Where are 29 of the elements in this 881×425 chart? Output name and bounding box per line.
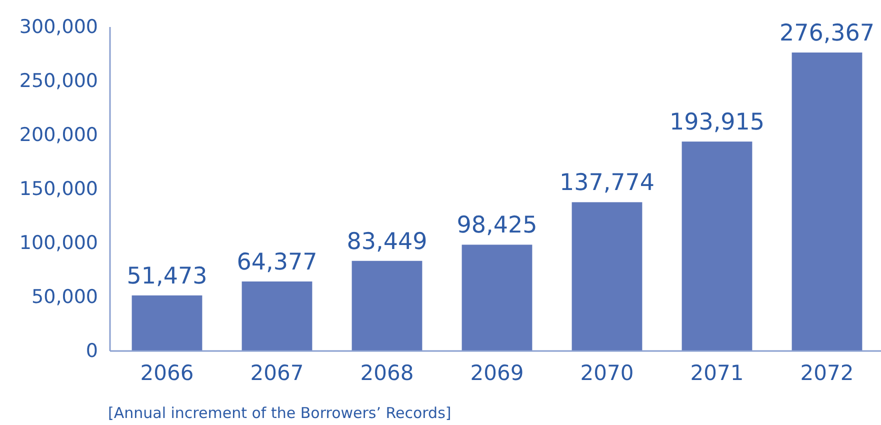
data-label: 83,449	[346, 228, 428, 255]
y-tick-label: 250,000	[19, 70, 98, 92]
bar	[132, 295, 202, 351]
x-tick-label: 2069	[470, 360, 524, 385]
y-tick-label: 150,000	[19, 178, 98, 200]
x-tick-label: 2067	[250, 360, 304, 385]
y-tick-label: 200,000	[19, 124, 98, 146]
x-tick-label: 2070	[580, 360, 634, 385]
bar	[462, 244, 532, 351]
bar	[242, 281, 312, 351]
y-tick-label: 100,000	[19, 232, 98, 254]
data-label: 98,425	[456, 212, 538, 239]
bar	[792, 52, 862, 351]
x-tick-label: 2066	[140, 360, 194, 385]
bar	[682, 142, 752, 351]
y-tick-label: 300,000	[19, 16, 98, 38]
data-label: 193,915	[669, 110, 765, 136]
bar	[352, 260, 422, 351]
y-tick-label: 0	[86, 340, 98, 362]
data-label: 64,377	[236, 249, 318, 276]
x-tick-label: 2068	[360, 360, 414, 385]
data-label: 51,473	[126, 263, 208, 290]
bar	[572, 202, 642, 351]
x-tick-label: 2071	[690, 360, 744, 385]
text: [Annual increment of the Borrowers’ Records]	[108, 404, 452, 422]
data-label: 276,367	[779, 20, 875, 47]
data-label: 137,774	[559, 170, 655, 196]
x-tick-label: 2072	[800, 360, 854, 385]
y-tick-label: 50,000	[32, 286, 98, 308]
